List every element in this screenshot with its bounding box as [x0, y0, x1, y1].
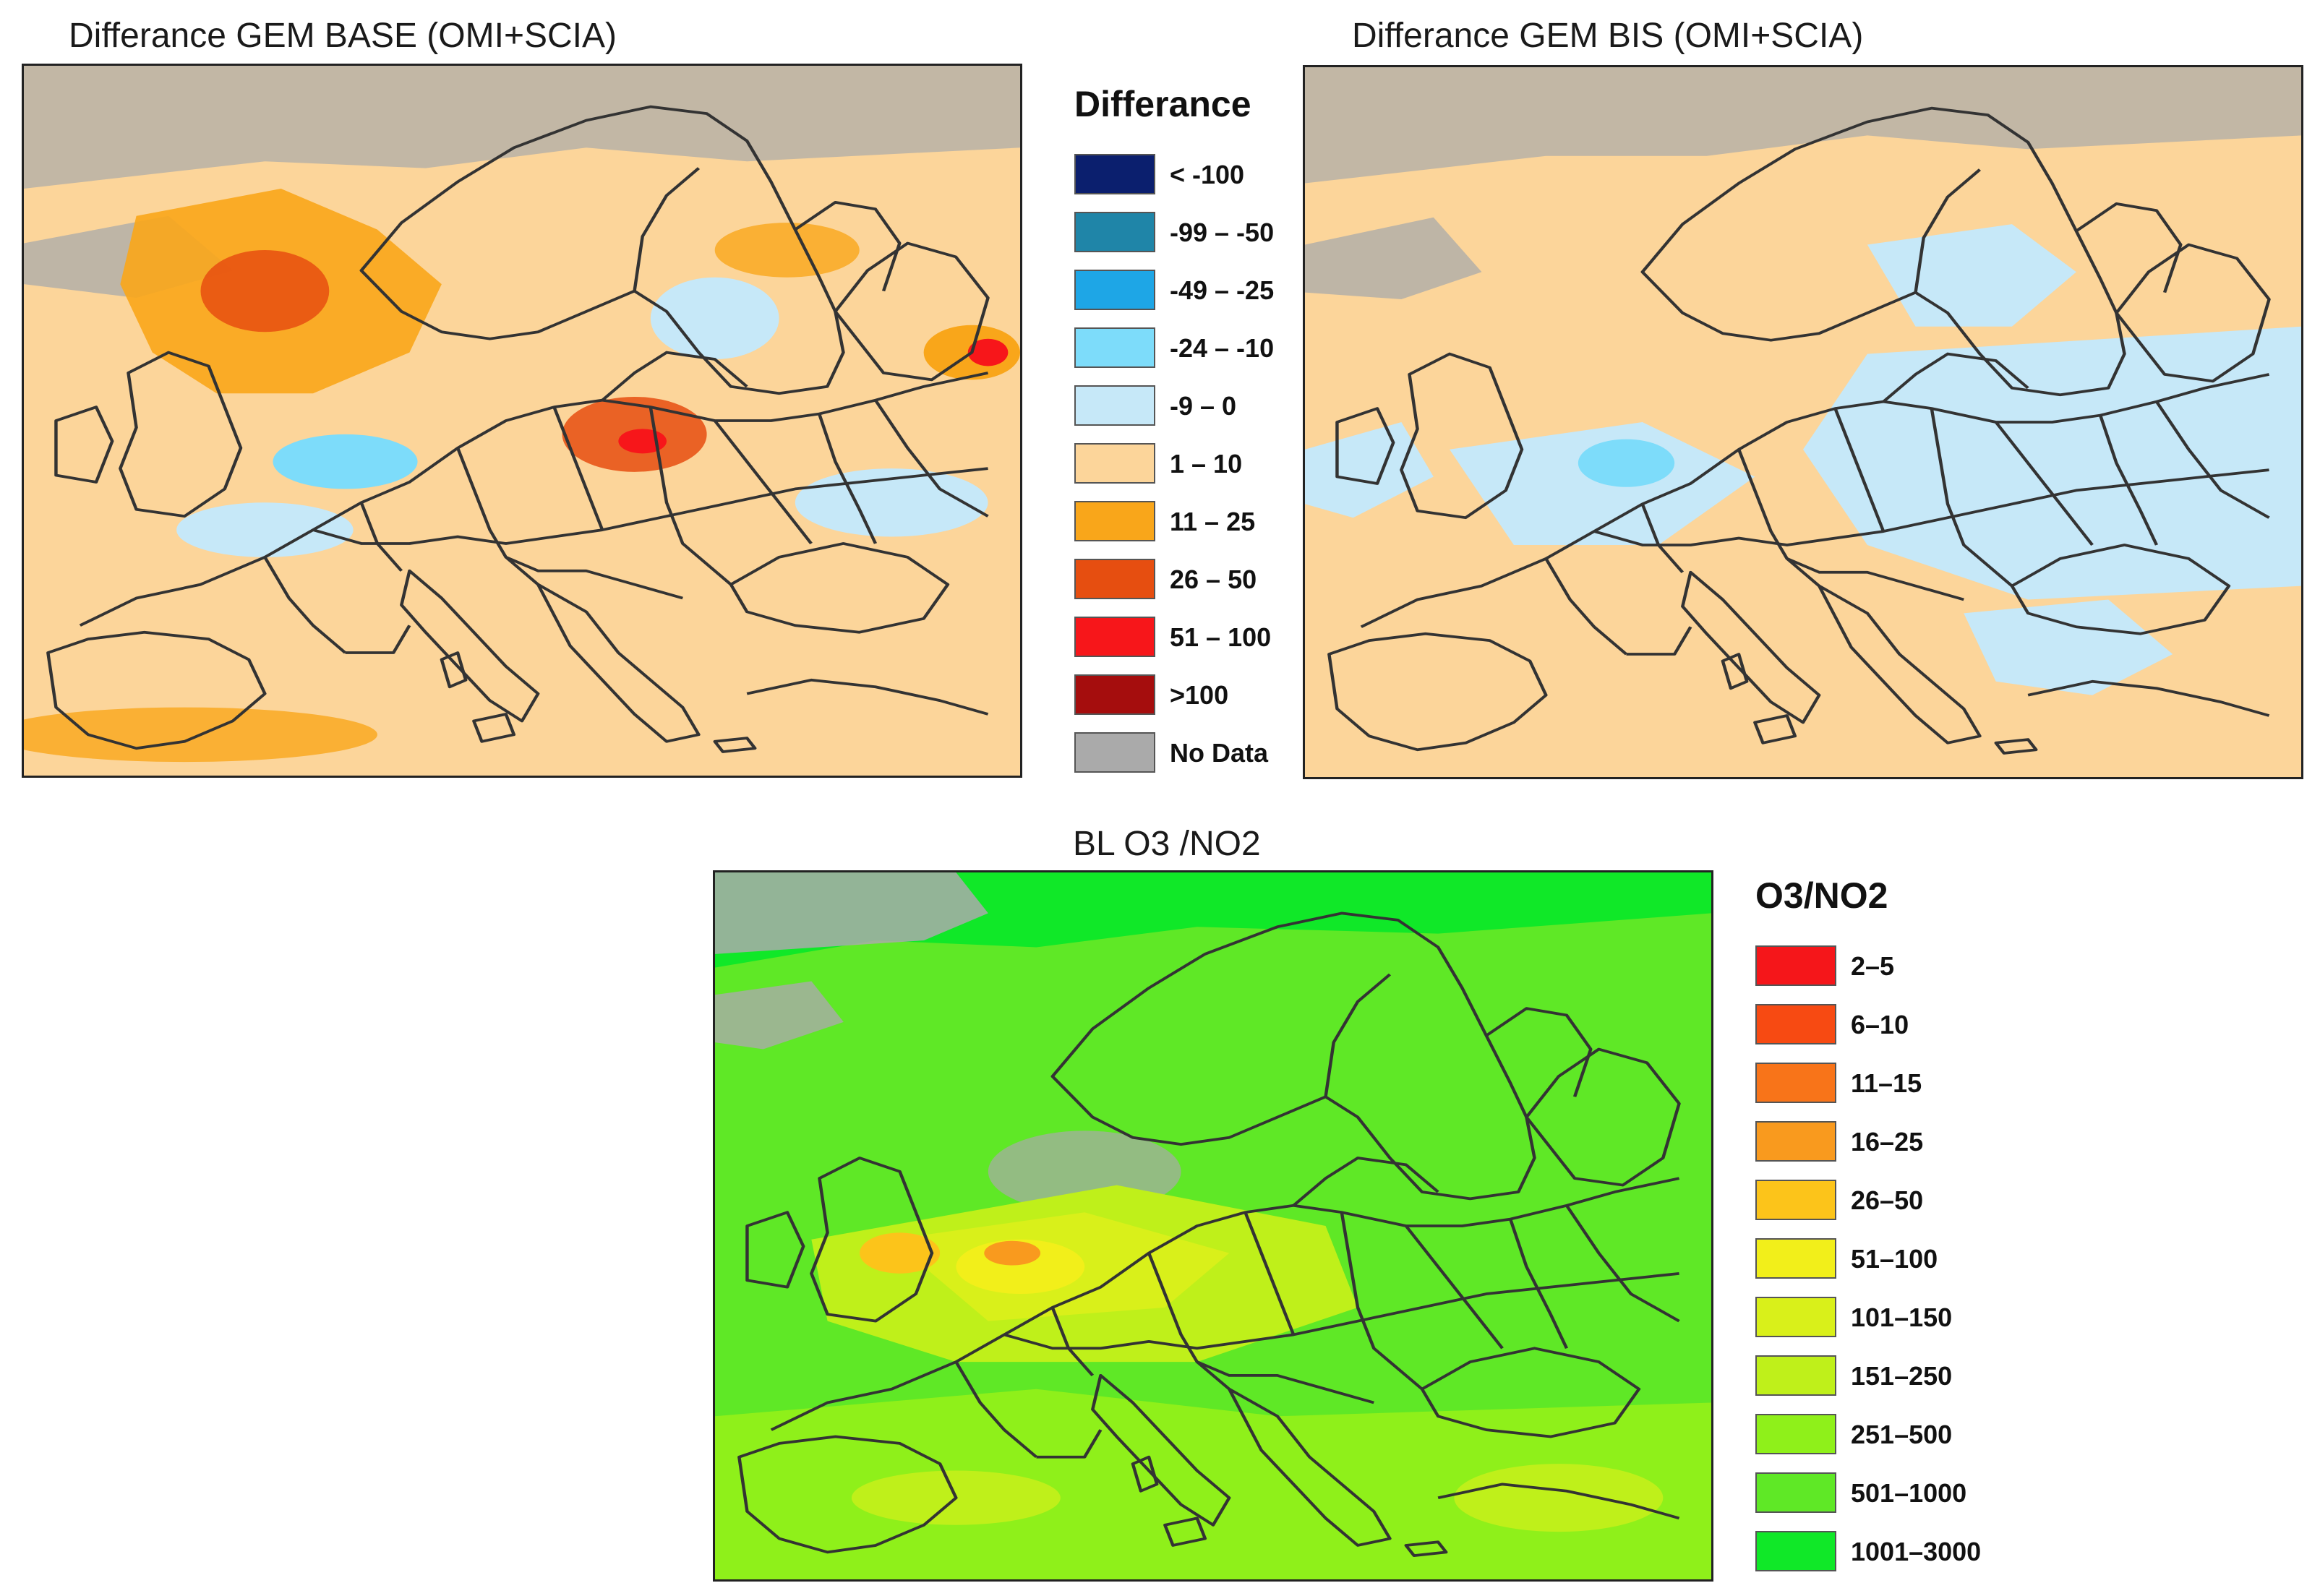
legend-swatch	[1074, 443, 1155, 484]
legend-o3-no2-title: O3/NO2	[1755, 875, 1888, 916]
legend-label: 151–250	[1851, 1361, 1953, 1391]
legend-label: -49 – -25	[1170, 275, 1275, 305]
legend-label: 501–1000	[1851, 1478, 1967, 1508]
legend-label: 26–50	[1851, 1185, 1924, 1215]
legend-label: -99 – -50	[1170, 218, 1275, 247]
legend-label: 51–100	[1851, 1244, 1938, 1274]
legend-label: 1 – 10	[1170, 449, 1243, 479]
legend-swatch	[1074, 327, 1155, 368]
legend-label: 16–25	[1851, 1127, 1924, 1157]
legend-swatch	[1074, 559, 1155, 599]
legend-swatch	[1074, 212, 1155, 252]
legend-swatch	[1074, 270, 1155, 310]
legend-label: 26 – 50	[1170, 565, 1257, 594]
map-o3-no2	[713, 870, 1713, 1582]
map-title-base: Differance GEM BASE (OMI+SCIA)	[69, 17, 617, 55]
legend-swatch	[1755, 945, 1836, 986]
legend-swatch	[1755, 1355, 1836, 1396]
legend-swatch	[1755, 1121, 1836, 1162]
map-gem-bis-graphic	[1305, 67, 2301, 777]
legend-difference: Differance < -100 -99 – -50 -49 – -25 -24 –…	[1074, 83, 1349, 777]
legend-label: 11 – 25	[1170, 507, 1256, 536]
legend-swatch	[1755, 1180, 1836, 1220]
legend-o3-no2: O3/NO2 2–5 6–10 11–15 16–25 26–50 51–100 101–1…	[1755, 875, 2030, 1576]
legend-label: 51 – 100	[1170, 622, 1272, 652]
legend-label: < -100	[1170, 160, 1245, 189]
legend-swatch	[1074, 674, 1155, 715]
legend-label: 251–500	[1851, 1420, 1953, 1449]
legend-swatch	[1755, 1238, 1836, 1279]
legend-label: No Data	[1170, 738, 1269, 768]
legend-label: 11–15	[1851, 1068, 1922, 1098]
legend-label: 1001–3000	[1851, 1537, 1982, 1566]
legend-swatch	[1074, 732, 1155, 773]
legend-label: 2–5	[1851, 951, 1895, 981]
legend-swatch	[1755, 1472, 1836, 1513]
legend-swatch	[1074, 501, 1155, 541]
legend-swatch	[1755, 1414, 1836, 1454]
legend-swatch	[1074, 385, 1155, 426]
legend-swatch	[1755, 1004, 1836, 1044]
legend-label: 6–10	[1851, 1010, 1909, 1039]
legend-label: >100	[1170, 680, 1229, 710]
map-title-bis: Differance GEM BIS (OMI+SCIA)	[1352, 17, 1864, 55]
legend-swatch	[1755, 1063, 1836, 1103]
map-gem-base-graphic	[24, 66, 1020, 776]
map-gem-base	[22, 64, 1022, 778]
legend-label: -9 – 0	[1170, 391, 1237, 421]
legend-swatch	[1074, 617, 1155, 657]
legend-swatch	[1755, 1297, 1836, 1337]
legend-label: 101–150	[1851, 1303, 1953, 1332]
map-o3-no2-graphic	[715, 872, 1711, 1579]
legend-swatch	[1074, 154, 1155, 194]
legend-label: -24 – -10	[1170, 333, 1275, 363]
map-gem-bis	[1303, 65, 2303, 779]
map-title-ratio: BL O3 /NO2	[1073, 825, 1261, 863]
legend-swatch	[1755, 1531, 1836, 1571]
legend-difference-title: Differance	[1074, 84, 1251, 124]
